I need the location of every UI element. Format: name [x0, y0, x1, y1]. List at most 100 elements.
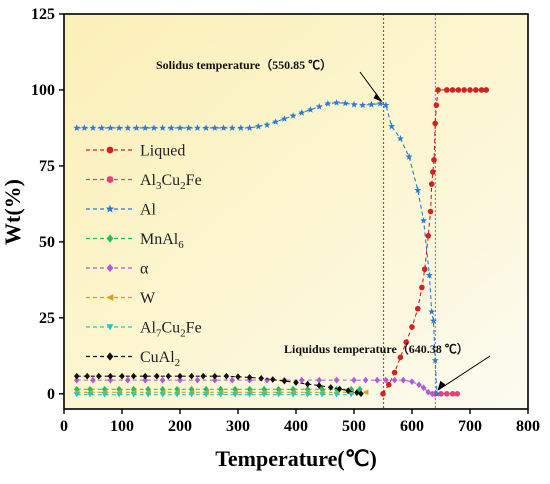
data-point: [275, 392, 282, 398]
data-point: [298, 109, 306, 116]
x-tick-label: 200: [168, 418, 192, 435]
data-point: [174, 392, 180, 398]
data-point: [333, 392, 340, 398]
data-point: [280, 115, 288, 122]
data-point: [212, 376, 218, 384]
legend-item-cual2: CuAl2: [86, 349, 180, 369]
data-point: [449, 87, 456, 93]
data-point: [359, 101, 367, 109]
data-point: [246, 392, 253, 398]
data-point: [341, 99, 349, 107]
data-point: [430, 317, 437, 324]
legend-marker: [106, 294, 114, 301]
data-point: [289, 112, 297, 119]
data-point: [483, 87, 490, 93]
data-point: [415, 305, 421, 312]
legend-marker: [106, 263, 114, 273]
data-point: [167, 124, 175, 131]
x-tick-label: 700: [458, 418, 482, 435]
data-point: [188, 372, 195, 380]
data-point: [159, 124, 167, 131]
data-point: [125, 376, 131, 384]
data-point: [270, 376, 276, 383]
series-liqued: [380, 87, 490, 397]
legend-label: α: [140, 261, 149, 278]
series-cual2: [73, 372, 364, 398]
data-point: [223, 372, 230, 380]
data-point: [229, 376, 235, 384]
data-point: [425, 271, 433, 279]
legend-marker: [106, 324, 114, 331]
data-point: [185, 124, 193, 131]
data-point: [142, 376, 148, 384]
plot-background: [64, 14, 528, 409]
data-point: [420, 216, 428, 224]
data-point: [98, 124, 106, 131]
liquidus-arrowhead: [437, 380, 446, 391]
data-point: [362, 376, 369, 384]
data-point: [107, 372, 114, 380]
legend-marker: [106, 176, 114, 183]
data-point: [397, 354, 404, 361]
data-point: [328, 384, 334, 391]
data-point: [119, 372, 125, 380]
data-point: [212, 372, 218, 380]
y-axis-title: Wt(%): [0, 179, 25, 245]
data-point: [232, 392, 238, 398]
data-point: [433, 102, 440, 108]
legend-marker: [105, 204, 115, 213]
data-point: [145, 392, 151, 398]
data-point: [96, 372, 102, 380]
data-point: [246, 124, 254, 131]
data-point: [217, 392, 224, 398]
legend-label: Al7Cu2Fe: [140, 320, 202, 340]
data-point: [380, 391, 386, 397]
data-point: [235, 373, 241, 381]
data-point: [386, 381, 392, 388]
data-point: [220, 124, 227, 131]
data-point: [228, 124, 236, 131]
x-tick-label: 300: [226, 418, 250, 435]
legend-item-w: W: [86, 290, 156, 307]
data-point: [374, 376, 380, 384]
data-point: [419, 284, 425, 291]
data-point: [106, 124, 114, 131]
data-point: [202, 124, 210, 131]
data-point: [315, 103, 323, 110]
data-point: [429, 390, 436, 398]
liquidus-annotation: Liquidus temperature（640.38 ℃）: [284, 341, 469, 356]
data-point: [427, 208, 434, 215]
data-point: [211, 124, 219, 131]
data-point: [333, 99, 341, 106]
data-point: [107, 376, 114, 384]
data-point: [115, 124, 123, 131]
x-tick-label: 0: [60, 418, 68, 435]
data-point: [449, 391, 456, 397]
data-point: [467, 87, 473, 93]
legend-label: Liqued: [140, 143, 185, 160]
data-point: [141, 124, 149, 131]
data-point: [307, 106, 314, 113]
data-point: [258, 374, 264, 382]
data-point: [304, 392, 311, 398]
y-tick-label: 75: [39, 158, 55, 175]
data-point: [116, 392, 122, 398]
data-point: [254, 122, 262, 130]
data-point: [246, 374, 253, 381]
data-point: [414, 186, 422, 194]
data-point: [358, 390, 364, 398]
data-point: [357, 385, 363, 393]
liquidus-arrow: [438, 355, 491, 391]
data-point: [430, 169, 436, 175]
data-point: [421, 266, 428, 273]
data-point: [133, 124, 140, 131]
data-point: [299, 376, 305, 384]
data-point: [73, 124, 81, 131]
data-point: [177, 372, 183, 380]
data-point: [351, 376, 357, 384]
y-tick-label: 100: [31, 82, 55, 99]
x-tick-label: 800: [516, 418, 540, 435]
data-point: [194, 376, 201, 384]
x-tick-label: 600: [400, 418, 424, 435]
